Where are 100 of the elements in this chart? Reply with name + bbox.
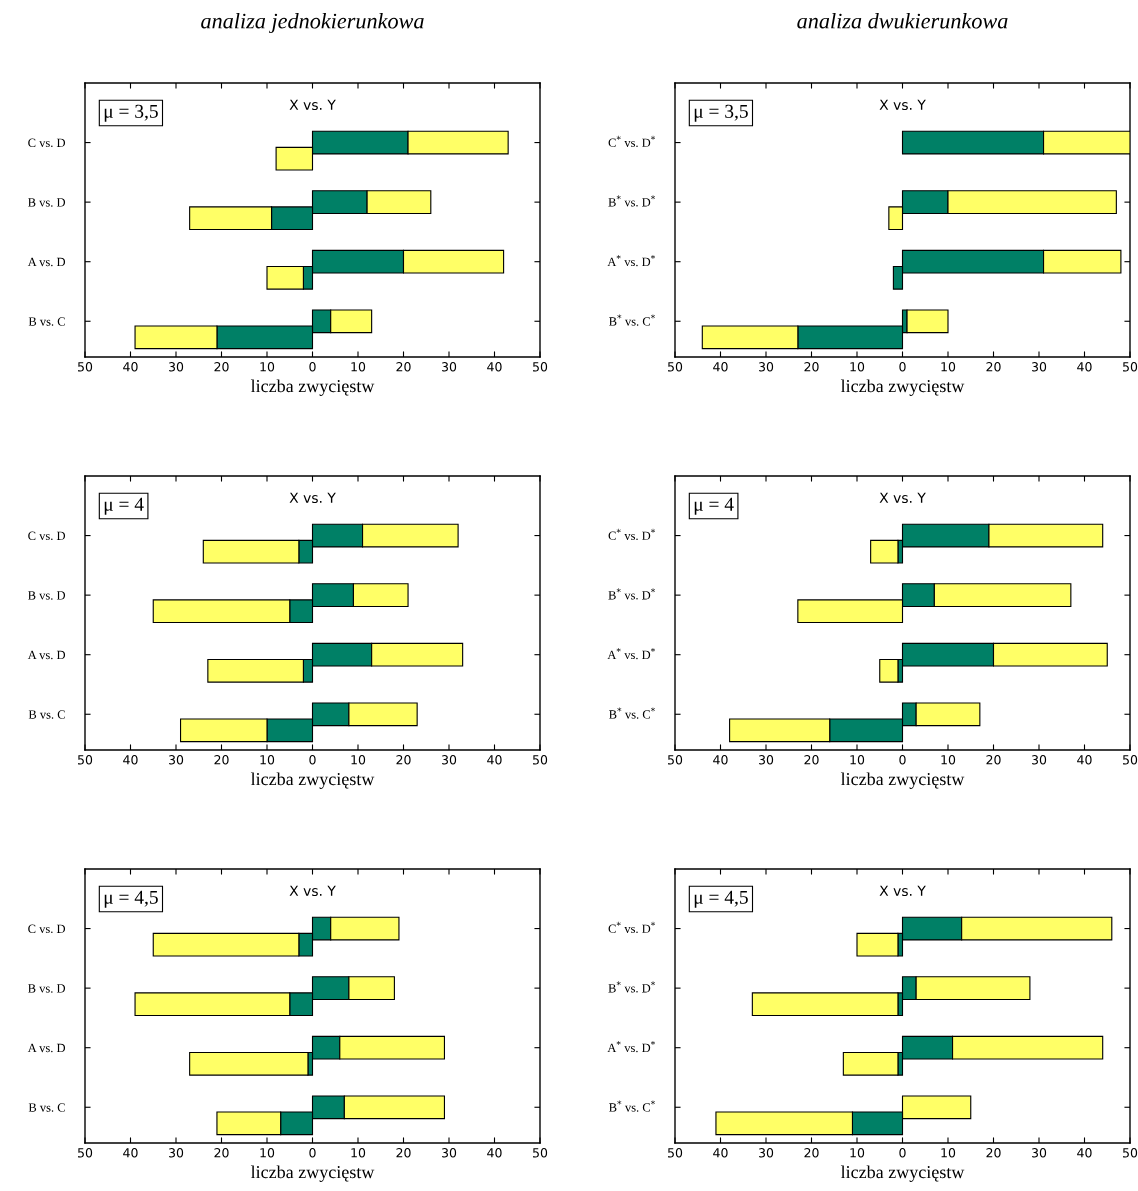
annotation: μ = 4 xyxy=(104,497,144,515)
x-tick-label: 40 xyxy=(487,755,502,765)
x-tick-label: 10 xyxy=(351,362,366,372)
x-tick-label: 50 xyxy=(1123,755,1138,765)
bar xyxy=(870,539,899,564)
x-tick-label: 0 xyxy=(899,1148,906,1158)
x-tick-label: 20 xyxy=(804,1148,819,1158)
bar xyxy=(751,992,899,1017)
x-tick-label: 10 xyxy=(351,1148,366,1158)
x-tick-label: 50 xyxy=(668,362,683,372)
x-tick-label: 20 xyxy=(986,362,1001,372)
x-tick-label: 40 xyxy=(1077,1148,1092,1158)
x-tick-label: 40 xyxy=(713,1148,728,1158)
y-tick-label: B vs. D xyxy=(28,984,66,993)
y-tick-label: B$^{*}$ vs. C$^{*}$ xyxy=(609,1100,656,1112)
x-tick-label: 40 xyxy=(487,1148,502,1158)
x-tick-label: 0 xyxy=(309,1148,316,1158)
y-tick-label: C$^{*}$ vs. D$^{*}$ xyxy=(608,528,656,541)
chart-title: analiza jednokierunkowa xyxy=(201,12,424,34)
text: X vs. Y xyxy=(289,99,336,111)
y-tick-label: A vs. D xyxy=(27,650,66,660)
x-tick-label: 40 xyxy=(713,755,728,765)
x-axis-title: liczba zwycięstw xyxy=(840,379,965,396)
x-tick-label: 30 xyxy=(1032,1148,1047,1158)
y-tick-label: C$^{*}$ vs. D$^{*}$ xyxy=(608,921,656,934)
x-axis-title: liczba zwycięstw xyxy=(250,772,375,789)
y-tick-label: A vs. D xyxy=(27,257,66,267)
x-tick-label: 30 xyxy=(442,1148,457,1158)
text: X vs. Y xyxy=(879,885,926,897)
y-tick-label: C vs. D xyxy=(28,924,66,934)
x-tick-label: 40 xyxy=(1077,755,1092,765)
x-tick-label: 30 xyxy=(169,755,184,765)
y-tick-label: B vs. C xyxy=(28,317,65,326)
x-tick-label: 0 xyxy=(309,362,316,372)
x-tick-label: 40 xyxy=(487,362,502,372)
x-tick-label: 10 xyxy=(941,362,956,372)
x-tick-label: 50 xyxy=(78,1148,93,1158)
x-tick-label: 50 xyxy=(668,1148,683,1158)
x-tick-label: 50 xyxy=(78,755,93,765)
x-tick-label: 10 xyxy=(351,755,366,765)
x-axis-title: liczba zwycięstw xyxy=(840,1165,965,1182)
x-tick-label: 20 xyxy=(214,755,229,765)
x-tick-label: 10 xyxy=(850,1148,865,1158)
x-tick-label: 30 xyxy=(759,755,774,765)
x-tick-label: 40 xyxy=(713,362,728,372)
y-tick-label: B vs. C xyxy=(28,710,65,719)
x-tick-label: 10 xyxy=(260,362,275,372)
x-tick-label: 30 xyxy=(442,755,457,765)
y-tick-label: A$^{*}$ vs. D$^{*}$ xyxy=(607,647,656,660)
x-tick-label: 30 xyxy=(759,1148,774,1158)
y-tick-label: B$^{*}$ vs. D$^{*}$ xyxy=(608,195,656,207)
y-tick-label: B$^{*}$ vs. D$^{*}$ xyxy=(608,981,656,993)
x-tick-label: 20 xyxy=(804,755,819,765)
annotation: μ = 4 xyxy=(694,497,734,515)
x-tick-label: 0 xyxy=(899,362,906,372)
x-tick-label: 10 xyxy=(941,755,956,765)
annotation: μ = 4,5 xyxy=(104,890,158,908)
x-tick-label: 20 xyxy=(214,362,229,372)
y-tick-label: A$^{*}$ vs. D$^{*}$ xyxy=(607,254,656,267)
x-tick-label: 0 xyxy=(899,755,906,765)
x-tick-label: 10 xyxy=(941,1148,956,1158)
x-tick-label: 20 xyxy=(986,1148,1001,1158)
x-tick-label: 20 xyxy=(804,362,819,372)
x-tick-label: 50 xyxy=(533,755,548,765)
x-tick-label: 30 xyxy=(759,362,774,372)
bar xyxy=(879,658,899,683)
x-tick-label: 10 xyxy=(260,1148,275,1158)
x-tick-label: 30 xyxy=(442,362,457,372)
y-tick-label: B$^{*}$ vs. C$^{*}$ xyxy=(609,707,656,719)
x-tick-label: 10 xyxy=(850,755,865,765)
x-tick-label: 30 xyxy=(1032,755,1047,765)
y-tick-label: B$^{*}$ vs. D$^{*}$ xyxy=(608,588,656,600)
y-tick-label: B$^{*}$ vs. C$^{*}$ xyxy=(609,314,656,326)
annotation: μ = 3,5 xyxy=(694,104,748,122)
annotation: μ = 4,5 xyxy=(694,890,748,908)
bar xyxy=(856,932,899,957)
x-tick-label: 50 xyxy=(78,362,93,372)
x-axis-title: liczba zwycięstw xyxy=(840,772,965,789)
x-axis-title: liczba zwycięstw xyxy=(250,379,375,396)
text: X vs. Y xyxy=(289,885,336,897)
x-axis-title: liczba zwycięstw xyxy=(250,1165,375,1182)
x-tick-label: 50 xyxy=(668,755,683,765)
x-tick-label: 40 xyxy=(123,755,138,765)
y-tick-label: B vs. C xyxy=(28,1103,65,1112)
x-tick-label: 20 xyxy=(214,1148,229,1158)
x-tick-label: 20 xyxy=(396,1148,411,1158)
annotation: μ = 3,5 xyxy=(104,104,158,122)
x-tick-label: 20 xyxy=(986,755,1001,765)
x-tick-label: 40 xyxy=(123,1148,138,1158)
x-tick-label: 40 xyxy=(1077,362,1092,372)
x-tick-label: 0 xyxy=(309,755,316,765)
x-tick-label: 30 xyxy=(169,1148,184,1158)
text: X vs. Y xyxy=(289,492,336,504)
text: X vs. Y xyxy=(879,492,926,504)
y-tick-label: B vs. D xyxy=(28,198,66,207)
y-tick-label: A vs. D xyxy=(27,1043,66,1053)
bar xyxy=(906,309,949,334)
x-tick-label: 50 xyxy=(533,1148,548,1158)
y-tick-label: C vs. D xyxy=(28,138,66,148)
bar xyxy=(189,1051,309,1076)
